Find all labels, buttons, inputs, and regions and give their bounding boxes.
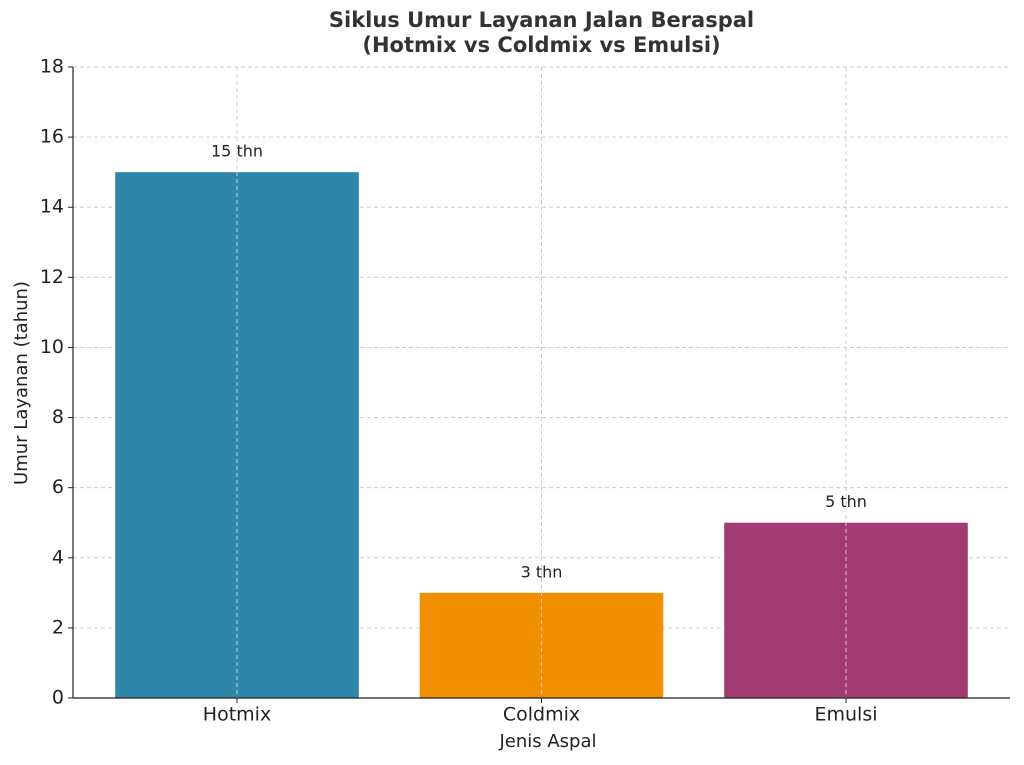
y-axis-label: Umur Layanan (tahun) [11,281,32,485]
y-tick-label: 2 [52,616,64,638]
y-tick-label: 8 [52,406,64,428]
y-tick-label: 6 [52,476,64,498]
x-tick-label: Coldmix [503,704,580,726]
y-tick-label: 4 [52,546,64,568]
y-tick-label: 14 [40,196,64,218]
y-tick-label: 0 [52,687,64,709]
y-tick-label: 16 [40,126,64,148]
x-tick-label: Hotmix [203,704,271,726]
chart-title: Siklus Umur Layanan Jalan Beraspal (Hotm… [328,8,755,57]
y-tick-label: 12 [40,266,64,288]
x-tick-label: Emulsi [814,704,877,726]
x-axis-label: Jenis Aspal [498,731,596,752]
y-tick-label: 18 [40,56,64,78]
y-tick-label: 10 [40,336,64,358]
bar [419,592,664,698]
